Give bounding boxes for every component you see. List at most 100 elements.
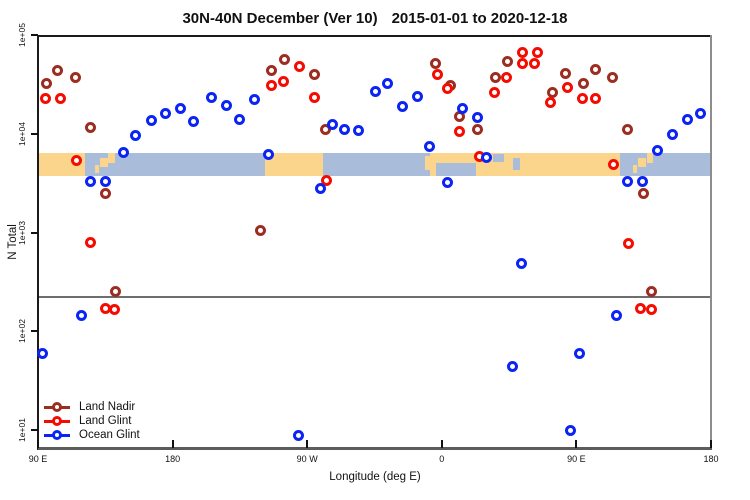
reference-line [38, 296, 712, 299]
ocean-glint-point [188, 116, 200, 128]
land-glint-point [645, 304, 657, 316]
y-tick [31, 132, 38, 135]
land-nadir-point [41, 78, 53, 90]
land-glint-point [294, 61, 306, 73]
ocean-glint-point [249, 94, 261, 106]
land-nadir-point [110, 286, 122, 298]
land-glint-point [517, 58, 529, 70]
map-land-segment [264, 153, 323, 176]
ocean-glint-point [457, 103, 469, 115]
plot-frame-right [710, 35, 712, 450]
map-sea-patch [512, 157, 521, 171]
land-nadir-point [99, 187, 111, 199]
map-sea-patch [435, 163, 477, 176]
y-tick-label: 1e+05 [17, 23, 27, 47]
legend-circle-land-glint [52, 416, 62, 426]
land-nadir-point [319, 124, 331, 136]
ocean-glint-point [651, 145, 663, 157]
land-glint-point [500, 71, 512, 83]
legend-label-ocean-glint: Ocean Glint [79, 429, 140, 441]
legend: Land Nadir Land Glint Ocean Glint [44, 400, 140, 442]
map-land-segment [108, 153, 115, 164]
land-nadir-point [606, 71, 618, 83]
x-tick-label: 90 E [28, 454, 48, 464]
legend-label-land-glint: Land Glint [79, 415, 132, 427]
y-tick-label: 1e+04 [17, 121, 27, 146]
chart-title: 30N-40N December (Ver 10) 2015-01-01 to 2… [38, 10, 712, 27]
map-land-segment [94, 164, 100, 174]
land-nadir-point [265, 64, 277, 76]
map-land-segment [646, 153, 654, 164]
land-nadir-point [490, 72, 502, 84]
land-nadir-point [621, 124, 633, 136]
y-tick [31, 34, 38, 36]
ocean-glint-point [159, 108, 171, 120]
ocean-glint-point [382, 77, 394, 89]
x-tick-label: 180 [165, 454, 181, 464]
land-glint-point [517, 47, 529, 59]
ocean-glint-point [412, 90, 424, 102]
ocean-glint-point [327, 118, 339, 130]
legend-label-land-nadir: Land Nadir [79, 401, 136, 413]
land-glint-point [108, 304, 120, 316]
ocean-glint-point [695, 108, 707, 120]
x-tick-label: 90 W [296, 454, 318, 464]
x-tick [440, 440, 443, 448]
plot-frame-top [38, 35, 712, 37]
legend-circle-land-nadir [52, 402, 62, 412]
x-tick [306, 440, 309, 448]
ocean-glint-point [564, 424, 576, 436]
land-nadir-point [279, 54, 291, 66]
ocean-glint-point [292, 430, 304, 442]
land-glint-point [84, 236, 96, 248]
x-axis-title: Longitude (deg E) [329, 471, 421, 483]
land-nadir-point [638, 187, 650, 199]
land-nadir-point [309, 69, 321, 81]
map-sea-patch [493, 154, 504, 162]
ocean-glint-point [481, 151, 493, 163]
legend-marker-land-glint [44, 414, 70, 428]
chart-title-dates: 2015-01-01 to 2020-12-18 [391, 10, 568, 27]
x-tick-label: 90 E [567, 454, 586, 464]
y-tick [31, 429, 38, 431]
ocean-glint-point [99, 175, 111, 187]
land-glint-point [454, 126, 466, 138]
x-tick [575, 440, 578, 448]
x-tick [37, 440, 39, 448]
chart-title-main: 30N-40N December (Ver 10) [182, 10, 378, 27]
ocean-glint-point [315, 182, 327, 194]
map-land-segment [638, 158, 646, 168]
ocean-glint-point [262, 149, 274, 161]
ocean-glint-point [146, 115, 158, 127]
x-tick [171, 440, 174, 448]
land-glint-point [71, 155, 83, 167]
ocean-glint-point [397, 100, 409, 112]
x-tick-label: 180 [703, 454, 719, 464]
land-glint-point [576, 92, 588, 104]
ocean-glint-point [370, 86, 382, 98]
map-land-segment [100, 158, 108, 168]
land-glint-point [39, 93, 51, 105]
land-nadir-point [590, 64, 602, 76]
ocean-glint-point [339, 124, 351, 136]
ocean-glint-point [515, 258, 527, 270]
land-nadir-point [255, 224, 267, 236]
y-tick [31, 330, 38, 333]
land-glint-point [623, 237, 635, 249]
ocean-glint-point [636, 175, 648, 187]
ocean-glint-point [681, 113, 693, 125]
legend-marker-land-nadir [44, 400, 70, 414]
legend-marker-ocean-glint [44, 428, 70, 442]
land-glint-point [309, 91, 321, 103]
land-glint-point [442, 83, 454, 95]
legend-item-ocean-glint: Ocean Glint [44, 428, 140, 442]
land-nadir-point [578, 77, 590, 89]
ocean-glint-point [442, 177, 454, 189]
ocean-glint-point [621, 176, 633, 188]
ocean-glint-point [573, 347, 585, 359]
land-nadir-point [472, 124, 484, 136]
land-nadir-point [84, 122, 96, 134]
land-glint-point [431, 69, 443, 81]
ocean-glint-point [472, 112, 484, 124]
land-nadir-point [560, 67, 572, 79]
